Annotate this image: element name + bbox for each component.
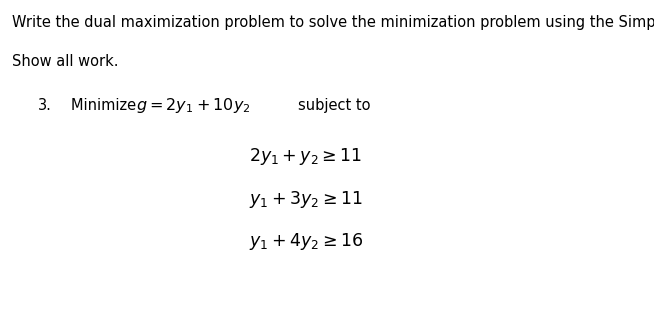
Text: 3.: 3. [38, 98, 52, 112]
Text: $y_1 + 3y_2 \geq 11$: $y_1 + 3y_2 \geq 11$ [249, 188, 362, 210]
Text: Show all work.: Show all work. [12, 54, 118, 69]
Text: Write the dual maximization problem to solve the minimization problem using the : Write the dual maximization problem to s… [12, 15, 654, 30]
Text: subject to: subject to [298, 98, 370, 112]
Text: $2y_1 + y_2 \geq 11$: $2y_1 + y_2 \geq 11$ [249, 146, 362, 167]
Text: $g = 2y_1 + 10y_2$: $g = 2y_1 + 10y_2$ [136, 96, 250, 115]
Text: $y_1 + 4y_2 \geq 16$: $y_1 + 4y_2 \geq 16$ [249, 231, 363, 252]
Text: Minimize: Minimize [71, 98, 141, 112]
